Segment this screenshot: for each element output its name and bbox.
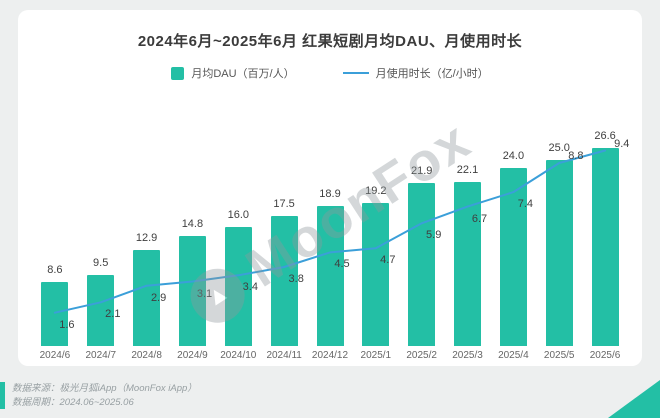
bar-value-label: 18.9 [319,187,341,200]
bar-2025/1 [362,203,390,346]
line-value-label: 9.4 [614,137,630,150]
line-value-label: 7.4 [517,198,534,211]
bar-value-label: 21.9 [410,165,433,178]
legend-label-duration: 月使用时长（亿/小时） [375,68,489,80]
data-period: 数据周期：2024.06~2025.06 [12,396,134,408]
line-value-label: 3.8 [288,273,304,285]
bar-value-label: 22.1 [456,163,479,176]
x-axis-labels: 2024/6 2024/7 2024/8 2024/9 2024/10 2024/11 20… [32,350,628,361]
bar-2025/6 [591,148,619,346]
x-label-2025/4: 2025/4 [498,350,529,361]
bar-2025/2 [408,183,436,346]
legend-label-dau: 月均DAU（百万/人） [191,68,295,80]
bar-value-label: 9.5 [93,257,109,270]
bar-value-label: 14.8 [181,218,204,231]
x-label-2024/11: 2024/11 [266,350,302,361]
line-value-label: 4.7 [380,254,396,267]
bar-value-label: 26.6 [594,130,616,143]
line-value-label: 2.9 [150,291,167,304]
chart-title: 2024年6月~2025年6月 红果短剧月均DAU、月使用时长 [137,33,523,50]
x-label-2025/6: 2025/6 [589,350,621,361]
x-label-2024/7: 2024/7 [85,350,117,361]
line-value-label: 1.6 [59,318,75,331]
footer: 数据来源：极光月狐iApp（MoonFox iApp） 数据周期：2024.06… [0,382,197,411]
line-value-label: 4.5 [334,258,350,271]
bar-value-label: 8.6 [47,264,63,277]
footer-accent-bar [0,382,5,410]
line-value-label: 8.8 [568,150,584,162]
legend: 月均DAU（百万/人） 月使用时长（亿/小时） [32,65,628,81]
bar-2025/4 [499,167,527,346]
bar-value-label: 19.2 [365,185,387,198]
footer-text: 数据来源：极光月狐iApp（MoonFox iApp） 数据周期：2024.06… [12,382,197,411]
plot-area: ▲ MoonFox 8.6 9.5 12.9 14.8 16.0 17.5 18.9 19.2… [32,101,630,346]
line-value-label: 5.9 [426,229,442,242]
bar-value-label: 17.5 [273,198,295,210]
chart-card: 2024年6月~2025年6月 红果短剧月均DAU、月使用时长 月均DAU（百万… [18,10,642,366]
bar-value-label: 16.0 [227,209,249,222]
x-label-2025/3: 2025/3 [452,350,483,361]
line-swatch-icon [342,72,369,74]
x-label-2025/1: 2025/1 [360,350,392,361]
bar-2024/6 [41,282,69,346]
x-label-2025/2: 2025/2 [406,350,437,361]
line-value-label: 2.1 [105,308,121,321]
x-label-2024/6: 2024/6 [39,350,71,361]
bar-value-label: 12.9 [135,232,158,245]
bar-2025/3 [454,181,481,346]
line-value-label: 3.1 [196,287,213,300]
legend-item-dau: 月均DAU（百万/人） [171,65,295,81]
bar-2025/5 [545,160,573,346]
legend-item-duration: 月使用时长（亿/小时） [342,65,489,81]
x-label-2024/12: 2024/12 [311,350,349,361]
line-value-label: 3.4 [242,281,258,294]
data-source: 数据来源：极光月狐iApp（MoonFox iApp） [12,382,197,394]
x-label-2024/10: 2024/10 [220,350,257,361]
corner-decoration [608,380,660,418]
x-label-2025/5: 2025/5 [543,350,575,361]
x-label-2024/9: 2024/9 [177,350,208,361]
line-value-label: 6.7 [471,212,488,225]
bar-swatch-icon [171,66,185,80]
x-label-2024/8: 2024/8 [131,350,162,361]
bar-value-label: 24.0 [502,149,525,162]
bar-2024/12 [316,205,344,346]
